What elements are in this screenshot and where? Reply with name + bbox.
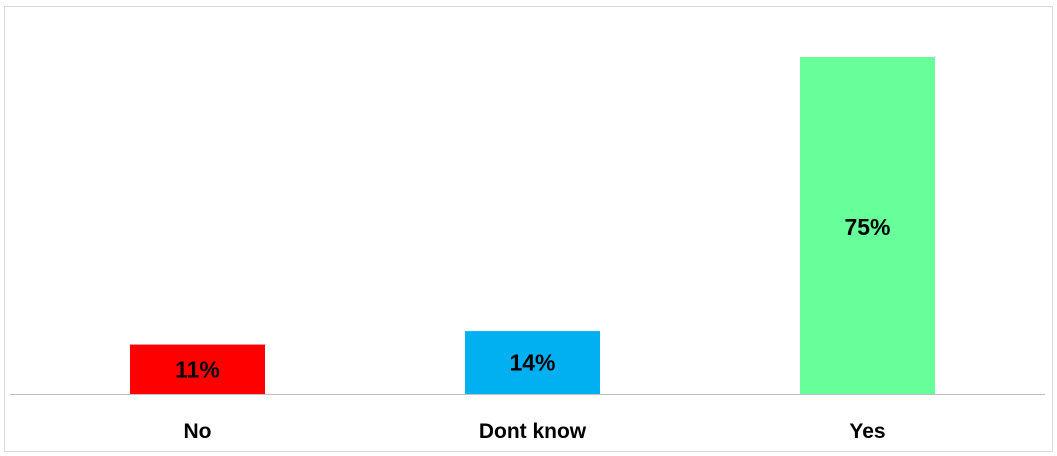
bar-dont-know (465, 331, 600, 394)
tick-label-dont-know: Dont know (479, 420, 587, 443)
data-label-dont-know: 14% (509, 350, 555, 376)
tick-label-yes: Yes (849, 420, 885, 443)
bars-group (130, 57, 935, 394)
tick-label-no: No (184, 420, 212, 443)
data-labels-group: 11% 14% 75% (175, 214, 890, 382)
data-label-yes: 75% (844, 214, 890, 240)
data-label-no: 11% (175, 356, 220, 382)
bar-yes (800, 57, 935, 394)
category-ticks-group: No Dont know Yes (184, 420, 886, 443)
bar-no (130, 344, 265, 394)
